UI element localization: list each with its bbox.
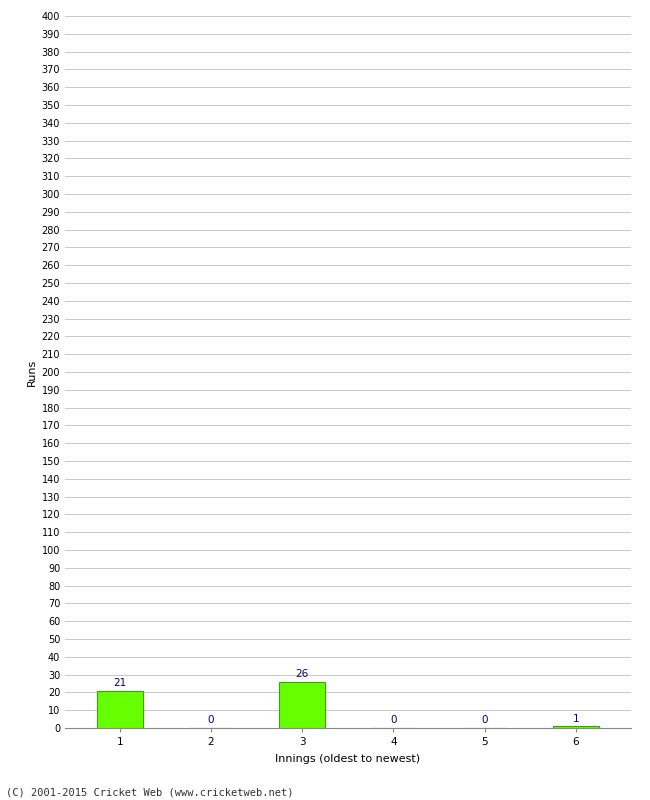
Text: 0: 0 bbox=[481, 715, 488, 726]
Text: 0: 0 bbox=[208, 715, 214, 726]
Text: 0: 0 bbox=[390, 715, 396, 726]
X-axis label: Innings (oldest to newest): Innings (oldest to newest) bbox=[275, 754, 421, 764]
Text: 21: 21 bbox=[113, 678, 126, 688]
Text: (C) 2001-2015 Cricket Web (www.cricketweb.net): (C) 2001-2015 Cricket Web (www.cricketwe… bbox=[6, 787, 294, 798]
Text: 1: 1 bbox=[573, 714, 579, 723]
Text: 26: 26 bbox=[296, 669, 309, 679]
Bar bbox=[97, 690, 142, 728]
Y-axis label: Runs: Runs bbox=[27, 358, 37, 386]
Bar bbox=[280, 682, 325, 728]
Bar bbox=[553, 726, 599, 728]
